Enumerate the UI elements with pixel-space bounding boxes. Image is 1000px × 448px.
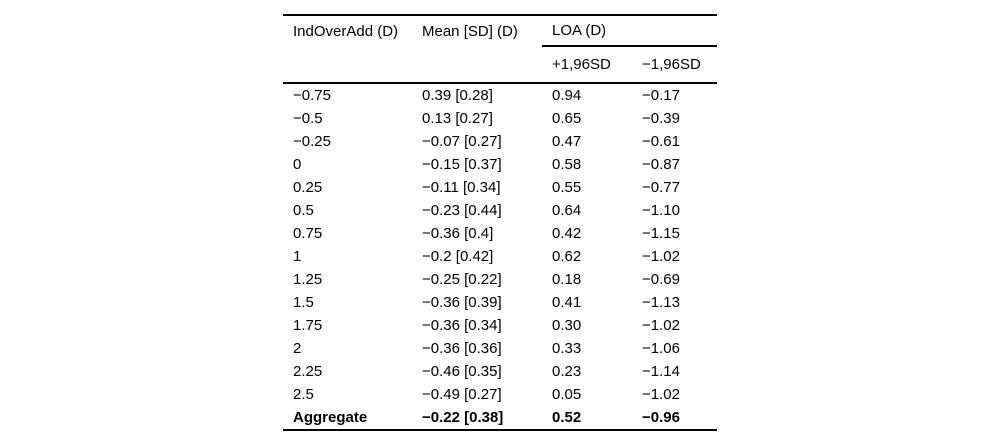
table-row-aggregate: Aggregate −0.22 [0.38] 0.52 −0.96 — [283, 406, 717, 430]
table-row: −0.75 0.39 [0.28] 0.94 −0.17 — [283, 83, 717, 107]
header-spacer-2 — [412, 46, 542, 84]
cell-plus-loa: 0.64 — [552, 202, 582, 219]
cell-plus-loa: 0.65 — [552, 110, 582, 127]
cell-minus-loa: −1.10 — [642, 202, 680, 219]
cell-indoveradd: 1.75 — [293, 317, 323, 334]
table-row: 0 −0.15 [0.37] 0.58 −0.87 — [283, 153, 717, 176]
cell-indoveradd: 0.25 — [293, 179, 323, 196]
cell-indoveradd: 2.5 — [293, 386, 314, 403]
cell-mean-sd: 0.13 [0.27] — [422, 110, 493, 127]
cell-plus-loa: 0.55 — [552, 179, 582, 196]
cell-indoveradd: 1 — [293, 248, 302, 265]
cell-plus-loa: 0.30 — [552, 317, 582, 334]
table-row: 0.75 −0.36 [0.4] 0.42 −1.15 — [283, 222, 717, 245]
loa-table-container: IndOverAdd (D) Mean [SD] (D) LOA (D) +1,… — [283, 14, 717, 431]
cell-minus-loa: −1.15 — [642, 225, 680, 242]
cell-plus-loa: 0.58 — [552, 156, 582, 173]
cell-indoveradd: 0.75 — [293, 225, 323, 242]
header-plus-196sd: +1,96SD — [542, 46, 632, 84]
header-spacer-1 — [283, 46, 412, 84]
cell-mean-sd: −0.36 [0.39] — [422, 294, 502, 311]
cell-mean-sd: −0.36 [0.4] — [422, 225, 494, 242]
table-row: 2.25 −0.46 [0.35] 0.23 −1.14 — [283, 360, 717, 383]
cell-indoveradd: 1.5 — [293, 294, 314, 311]
cell-indoveradd: −0.5 — [293, 110, 323, 127]
cell-minus-loa: −1.06 — [642, 340, 680, 357]
table-row: 2 −0.36 [0.36] 0.33 −1.06 — [283, 337, 717, 360]
cell-minus-loa: −0.39 — [642, 110, 680, 127]
cell-mean-sd: −0.36 [0.36] — [422, 340, 502, 357]
cell-plus-loa: 0.33 — [552, 340, 582, 357]
header-indoveradd: IndOverAdd (D) — [293, 22, 399, 40]
table-row: 1.5 −0.36 [0.39] 0.41 −1.13 — [283, 291, 717, 314]
cell-mean-sd: −0.36 [0.34] — [422, 317, 502, 334]
loa-table: IndOverAdd (D) Mean [SD] (D) LOA (D) +1,… — [283, 14, 717, 431]
cell-mean-sd: −0.22 [0.38] — [422, 409, 504, 426]
cell-plus-loa: 0.05 — [552, 386, 582, 403]
cell-minus-loa: −0.96 — [642, 409, 680, 426]
cell-minus-loa: −0.17 — [642, 87, 680, 104]
table-row: 2.5 −0.49 [0.27] 0.05 −1.02 — [283, 383, 717, 406]
cell-plus-loa: 0.62 — [552, 248, 582, 265]
cell-plus-loa: 0.94 — [552, 87, 582, 104]
cell-mean-sd: −0.23 [0.44] — [422, 202, 502, 219]
cell-indoveradd: Aggregate — [293, 409, 368, 426]
cell-mean-sd: −0.46 [0.35] — [422, 363, 502, 380]
header-minus-196sd: −1,96SD — [632, 46, 717, 84]
table-row: 1.75 −0.36 [0.34] 0.30 −1.02 — [283, 314, 717, 337]
cell-minus-loa: −0.77 — [642, 179, 680, 196]
cell-minus-loa: −1.02 — [642, 386, 680, 403]
table-row: 1.25 −0.25 [0.22] 0.18 −0.69 — [283, 268, 717, 291]
cell-indoveradd: −0.75 — [293, 87, 331, 104]
cell-indoveradd: 0.5 — [293, 202, 314, 219]
cell-mean-sd: −0.2 [0.42] — [422, 248, 494, 265]
header-loa-group: LOA (D) — [542, 15, 717, 47]
cell-minus-loa: −1.02 — [642, 248, 680, 265]
cell-mean-sd: −0.11 [0.34] — [422, 179, 501, 196]
header-row-sub: +1,96SD −1,96SD — [283, 46, 717, 84]
cell-indoveradd: 2 — [293, 340, 302, 357]
table-body: −0.75 0.39 [0.28] 0.94 −0.17 −0.5 0.13 [… — [283, 83, 717, 430]
table-row: 1 −0.2 [0.42] 0.62 −1.02 — [283, 245, 717, 268]
table-row: −0.5 0.13 [0.27] 0.65 −0.39 — [283, 107, 717, 130]
cell-mean-sd: −0.49 [0.27] — [422, 386, 502, 403]
header-mean-sd: Mean [SD] (D) — [422, 22, 518, 40]
cell-minus-loa: −1.14 — [642, 363, 680, 380]
cell-plus-loa: 0.52 — [552, 409, 582, 426]
cell-minus-loa: −0.87 — [642, 156, 680, 173]
cell-mean-sd: −0.15 [0.37] — [422, 156, 502, 173]
table-row: −0.25 −0.07 [0.27] 0.47 −0.61 — [283, 130, 717, 153]
table-row: 0.25 −0.11 [0.34] 0.55 −0.77 — [283, 176, 717, 199]
cell-minus-loa: −0.69 — [642, 271, 680, 288]
cell-mean-sd: −0.25 [0.22] — [422, 271, 502, 288]
table-header: IndOverAdd (D) Mean [SD] (D) LOA (D) +1,… — [283, 15, 717, 84]
cell-plus-loa: 0.42 — [552, 225, 582, 242]
cell-plus-loa: 0.23 — [552, 363, 582, 380]
cell-minus-loa: −1.02 — [642, 317, 680, 334]
cell-mean-sd: −0.07 [0.27] — [422, 133, 502, 150]
cell-indoveradd: 0 — [293, 156, 302, 173]
cell-indoveradd: 1.25 — [293, 271, 323, 288]
cell-minus-loa: −1.13 — [642, 294, 680, 311]
cell-indoveradd: −0.25 — [293, 133, 331, 150]
cell-plus-loa: 0.47 — [552, 133, 582, 150]
cell-mean-sd: 0.39 [0.28] — [422, 87, 493, 104]
header-row-main: IndOverAdd (D) Mean [SD] (D) LOA (D) — [283, 15, 717, 47]
table-row: 0.5 −0.23 [0.44] 0.64 −1.10 — [283, 199, 717, 222]
cell-minus-loa: −0.61 — [642, 133, 680, 150]
cell-indoveradd: 2.25 — [293, 363, 323, 380]
cell-plus-loa: 0.41 — [552, 294, 582, 311]
cell-plus-loa: 0.18 — [552, 271, 582, 288]
